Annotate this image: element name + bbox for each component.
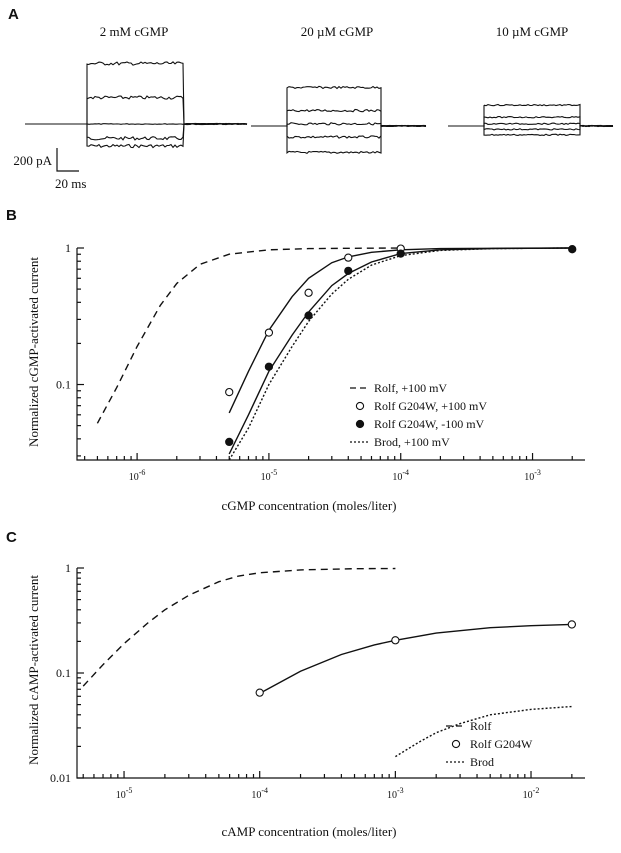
y-tick-label: 1 (65, 561, 71, 575)
x-tick-label: 10-3 (387, 786, 404, 801)
legend-marker-1 (451, 739, 461, 749)
legend-label-1: Rolf G204W (470, 737, 533, 751)
chart-0-series-line-0 (96, 247, 401, 424)
trace-2-1 (251, 124, 427, 155)
y-tick-label: 0.01 (50, 771, 71, 785)
trace-3-4 (448, 115, 613, 128)
trace-group (25, 61, 614, 155)
trace-2-3 (251, 122, 427, 127)
chart-1-point-1-0 (255, 688, 264, 697)
trace-1-2 (25, 122, 248, 141)
scale-bar-current-label: 200 pA (13, 153, 52, 168)
x-tick-label: 10-2 (523, 786, 540, 801)
chart-0-point-2-1 (264, 362, 274, 371)
chart-1-series-line-1 (259, 623, 572, 695)
chart-b-legend: Rolf, +100 mV Rolf G204W, +100 mV Rolf G20… (350, 381, 487, 449)
x-tick-label: 10-6 (129, 468, 146, 483)
trace-3-5 (448, 103, 614, 128)
x-tick-label: 10-3 (524, 468, 541, 483)
condition-label-1: 2 mM cGMP (100, 24, 169, 39)
chart-0-point-2-2 (304, 311, 313, 320)
panel-letter-a: A (8, 6, 19, 23)
chart-b-y-label: Normalized cGMP-activated current (26, 257, 41, 447)
chart-0-point-1-1 (264, 328, 274, 337)
legend-label-3: Brod, +100 mV (374, 435, 450, 449)
chart-0-point-1-3 (344, 253, 353, 262)
scale-bar-time-label: 20 ms (55, 176, 86, 191)
panel-letter-b: B (6, 207, 17, 224)
y-tick-label: 0.1 (56, 378, 71, 392)
chart-1-point-1-1 (391, 636, 400, 645)
x-tick-label: 10-5 (116, 786, 133, 801)
legend-marker-2 (355, 419, 365, 429)
panel-a-traces: 2 mM cGMP 20 µM cGMP 10 µM cGMP 200 pA 2… (13, 24, 614, 191)
trace-1-5 (25, 61, 248, 126)
chart-c-plot-area: 0.01 0.1 1 10-5 10-4 10-3 10-2 (50, 561, 585, 801)
y-tick-label: 1 (65, 241, 71, 255)
trace-2-5 (251, 85, 427, 128)
legend-label-0: Rolf, +100 mV (374, 381, 447, 395)
chart-cgmp-dose-response: Normalized cGMP-activated current cGMP c… (26, 241, 585, 513)
chart-0-point-2-0 (225, 437, 234, 447)
chart-0-series-line-3 (228, 247, 573, 461)
chart-b-plot-area: 0.1 1 10-6 10-5 10-4 10-3 (56, 241, 585, 483)
condition-label-3: 10 µM cGMP (496, 24, 569, 39)
scale-bar (56, 148, 79, 172)
trace-2-2 (251, 124, 427, 139)
trace-2-4 (251, 108, 427, 127)
trace-1-1 (25, 122, 248, 149)
trace-3-1 (448, 124, 614, 136)
chart-0-point-1-2 (304, 288, 313, 297)
x-tick-label: 10-4 (251, 786, 268, 801)
chart-1-series-line-2 (395, 705, 572, 758)
chart-c-x-label: cAMP concentration (moles/liter) (222, 824, 397, 839)
chart-0-series-line-1 (228, 247, 573, 414)
legend-marker-1 (355, 401, 365, 411)
legend-label-2: Rolf G204W, -100 mV (374, 417, 485, 431)
chart-c-legend: Rolf Rolf G204W Brod (446, 719, 533, 769)
trace-1-4 (25, 95, 248, 126)
y-tick-label: 0.1 (56, 666, 71, 680)
legend-label-2: Brod (470, 755, 494, 769)
chart-b-x-label: cGMP concentration (moles/liter) (222, 498, 397, 513)
condition-label-2: 20 µM cGMP (301, 24, 374, 39)
panel-letter-c: C (6, 529, 17, 546)
chart-camp-dose-response: Normalized cAMP-activated current cAMP c… (26, 561, 585, 839)
chart-0-point-1-0 (225, 387, 234, 397)
legend-label-0: Rolf (470, 719, 491, 733)
legend-label-1: Rolf G204W, +100 mV (374, 399, 487, 413)
chart-0-axes (76, 248, 585, 461)
chart-0-point-2-5 (568, 245, 577, 254)
x-tick-label: 10-4 (392, 468, 409, 483)
chart-c-y-label: Normalized cAMP-activated current (26, 575, 41, 765)
chart-1-series-line-0 (82, 567, 396, 687)
chart-0-point-2-3 (344, 266, 353, 276)
x-tick-label: 10-5 (261, 468, 278, 483)
chart-1-point-1-2 (567, 620, 577, 629)
